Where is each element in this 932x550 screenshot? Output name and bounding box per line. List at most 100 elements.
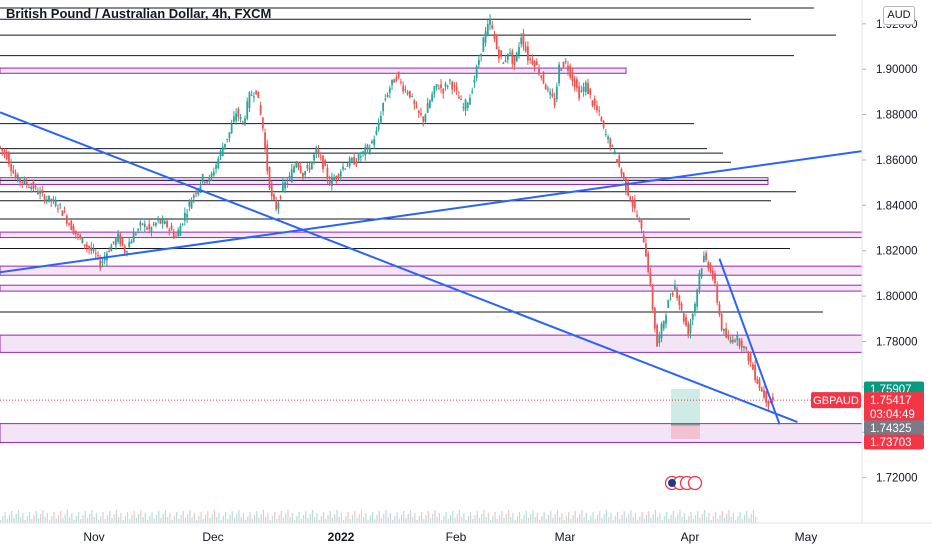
candle-body [393,79,396,83]
volume-bar [605,510,608,523]
volume-bar [187,514,189,523]
volume-bar [532,510,534,523]
volume-bar [697,511,699,523]
candle-body [622,172,625,179]
volume-bar [131,515,133,523]
volume-bar [476,511,478,523]
zone-rect[interactable] [0,423,863,443]
candle-body [45,199,48,201]
candle-body [172,231,175,238]
candle-body [613,151,616,153]
volume-bar [490,520,492,523]
volume-bar [706,517,708,523]
currency-button[interactable]: AUD [883,6,915,25]
candle-body [375,130,378,135]
volume-bar [314,517,316,523]
volume-bar [576,518,579,523]
candle-body [5,151,8,160]
candle-body [671,292,674,296]
trendline[interactable] [0,111,798,423]
position-target-zone[interactable] [671,388,700,425]
candle-body [705,253,707,261]
candle-body [417,110,420,114]
volume-bar [703,510,706,523]
volume-bar [623,511,625,523]
candle-body [596,105,598,111]
volume-bar [654,510,657,523]
volume-bar [104,519,106,523]
volume-bar [249,512,251,523]
volume-bar [40,514,42,523]
volume-bar [340,513,342,523]
candle-body [170,225,173,231]
candle-body [620,169,623,175]
candle-body [12,170,15,173]
volume-bar [752,510,755,523]
volume-bar [561,513,563,523]
volume-bar [327,515,329,523]
volume-bar [175,512,178,523]
volume-bar [111,518,113,523]
volume-bar [349,519,351,523]
volume-bar [13,518,15,523]
economic-events[interactable] [664,475,703,491]
candle-body [531,59,534,65]
volume-bar [151,512,153,523]
volume-bar [360,510,363,523]
volume-bar [588,520,590,523]
candle-body [126,251,128,253]
candle-body [266,144,269,171]
volume-bar [714,512,717,523]
volume-bar [269,520,271,523]
candle-body [270,183,273,197]
candle-body [696,289,699,307]
candle-body [711,270,714,279]
volume-bar [289,517,291,523]
volume-bar [49,520,51,523]
zone-rect[interactable] [0,284,863,292]
trendline[interactable] [718,258,781,425]
zone-rect[interactable] [0,231,863,239]
volume-bar [126,512,129,523]
x-tick-label: Apr [681,530,700,544]
candle-body [431,94,434,102]
volume-bar [735,520,737,523]
volume-bar [567,512,570,523]
volume-bar [91,510,93,523]
candle-body [3,150,6,154]
candle-body [662,320,665,329]
position-stop-zone[interactable] [671,424,700,439]
candle-body [108,250,111,252]
trendline[interactable] [0,150,863,274]
candle-body [351,158,353,161]
volume-bar [639,516,641,523]
volume-bar [84,511,86,523]
candle-body [101,261,104,263]
zone-rect[interactable] [0,67,627,74]
volume-bar [229,515,231,523]
volume-bar [209,518,211,523]
candle-body [275,201,278,210]
volume-bar [106,515,109,523]
volume-bar [485,517,487,523]
zone-rect[interactable] [0,265,863,276]
y-tick-label: 1.90000 [876,64,918,76]
candle-body [676,288,679,298]
volume-bar [657,517,659,523]
volume-bar [525,511,527,523]
volume-bar [31,519,33,523]
candle-body [506,53,509,60]
volume-bar [409,510,412,523]
volume-bar [405,518,407,523]
candle-body [682,313,685,322]
candle-body [758,379,761,389]
event-icon[interactable] [687,475,703,491]
zone-rect[interactable] [0,177,769,185]
volume-bar [692,519,694,523]
volume-bar [296,516,298,523]
volume-bar [171,520,173,523]
candle-body [181,223,184,225]
volume-bar [142,517,144,523]
volume-bar [539,520,541,523]
